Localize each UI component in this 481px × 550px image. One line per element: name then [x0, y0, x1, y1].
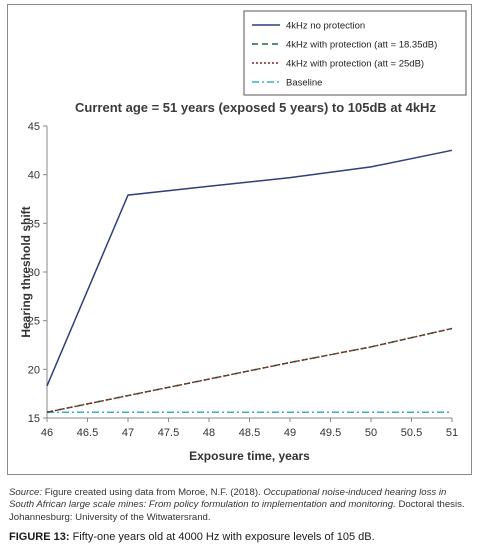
series-line-3	[46, 327, 453, 413]
y-tick-label: 45	[28, 121, 40, 133]
x-tick-label: 47	[122, 427, 134, 439]
y-tick-label: 25	[28, 316, 40, 328]
chart-title: Current age = 51 years (exposed 5 years)…	[75, 100, 436, 115]
source-label: Source:	[9, 487, 43, 498]
source-text-1: Figure created using data from Moroe, N.…	[44, 487, 261, 498]
y-tick-label: 30	[28, 267, 40, 279]
x-tick-label: 48	[203, 427, 215, 439]
source-title: Occupational noise-induced hearing loss …	[9, 487, 447, 511]
figure-caption: FIGURE 13: Fifty-one years old at 4000 H…	[9, 531, 475, 543]
figure-label: FIGURE 13:	[9, 531, 70, 543]
y-tick-label: 40	[28, 170, 40, 182]
x-tick-label: 50.5	[401, 427, 422, 439]
chart-frame: Current age = 51 years (exposed 5 years)…	[7, 4, 472, 475]
figure-text: Fifty-one years old at 4000 Hz with expo…	[72, 531, 375, 543]
series-line-1	[46, 149, 453, 387]
legend-label: Baseline	[286, 78, 322, 89]
x-tick-label: 48.5	[239, 427, 260, 439]
line-chart: Current age = 51 years (exposed 5 years)…	[19, 10, 467, 463]
x-tick-label: 46	[41, 427, 53, 439]
x-tick-label: 47.5	[158, 427, 179, 439]
x-axis-label: Exposure time, years	[189, 449, 310, 463]
y-axis-label: Hearing threshold shift	[19, 206, 33, 337]
series-line-2	[46, 327, 453, 413]
legend-label: 4kHz with protection (att = 18.35dB)	[286, 40, 437, 51]
y-tick-label: 35	[28, 218, 40, 230]
legend-box	[243, 10, 467, 96]
x-tick-label: 49.5	[320, 427, 341, 439]
y-tick-label: 15	[28, 413, 40, 425]
source-note: Source: Figure created using data from M…	[9, 487, 471, 524]
legend-label: 4kHz with protection (att = 25dB)	[286, 59, 424, 70]
y-tick-label: 20	[28, 364, 40, 376]
x-tick-label: 49	[284, 427, 296, 439]
source-text-2: Doctoral thesis. Johannesburg: Universit…	[9, 499, 465, 523]
legend-label: 4kHz no protection	[286, 21, 365, 32]
x-tick-label: 50	[365, 427, 377, 439]
x-tick-label: 51	[446, 427, 458, 439]
x-tick-label: 46.5	[77, 427, 98, 439]
